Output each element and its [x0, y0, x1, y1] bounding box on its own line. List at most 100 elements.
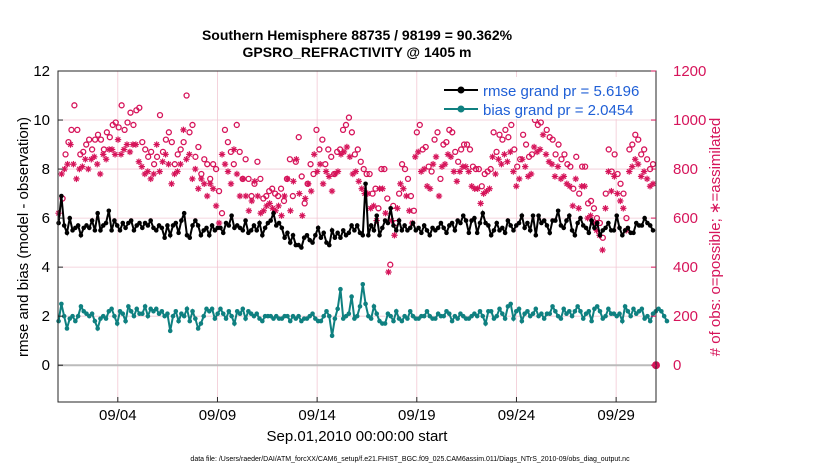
- obs-assimilated-point: [147, 175, 154, 183]
- bias-point: [647, 318, 653, 324]
- obs-possible-point: [236, 148, 243, 156]
- rmse-point: [533, 232, 539, 238]
- bias-point: [357, 304, 363, 309]
- bias-point: [254, 311, 260, 317]
- obs-possible-point: [511, 146, 518, 153]
- rmse-point: [260, 232, 265, 238]
- obs-possible-point: [310, 170, 317, 178]
- obs-assimilated-point: [204, 192, 211, 200]
- rmse-point: [421, 223, 427, 228]
- rmse-point: [502, 230, 508, 236]
- obs-possible-point: [165, 129, 173, 136]
- obs-assimilated-point: [144, 168, 151, 175]
- obs-assimilated-point: [611, 173, 618, 180]
- bias-point: [184, 306, 190, 312]
- bias-point: [664, 318, 670, 324]
- obs-possible-point: [257, 175, 264, 183]
- obs-assimilated-point: [64, 160, 71, 168]
- obs-possible-point: [212, 165, 220, 173]
- rmse-point: [508, 223, 513, 228]
- obs-possible-point: [174, 151, 181, 158]
- obs-assimilated-point: [79, 163, 86, 170]
- x-tick-label: 09/14: [298, 407, 336, 424]
- bias-point: [449, 318, 455, 324]
- bias-point: [500, 311, 505, 317]
- obs-possible-point: [549, 136, 556, 143]
- bias-point: [388, 313, 393, 319]
- rmse-point: [603, 225, 608, 231]
- bias-point: [215, 311, 220, 317]
- obs-possible-point: [567, 163, 574, 170]
- obs-possible-point: [71, 102, 78, 109]
- obs-possible-point: [472, 165, 480, 173]
- obs-possible-point: [552, 151, 559, 158]
- bias-point: [539, 311, 544, 317]
- y-right-tick-label: 200: [673, 308, 698, 325]
- obs-assimilated-point: [305, 180, 312, 187]
- obs-possible-point: [147, 148, 155, 156]
- obs-possible-point: [499, 136, 506, 143]
- bias-point: [363, 301, 368, 307]
- obs-assimilated-point: [266, 200, 273, 207]
- obs-assimilated-point: [236, 192, 244, 200]
- obs-possible-point: [88, 146, 96, 153]
- bias-point: [112, 313, 117, 319]
- obs-assimilated-point: [358, 185, 365, 192]
- obs-assimilated-point: [260, 207, 267, 214]
- rmse-point: [162, 235, 167, 241]
- bias-point: [639, 306, 645, 312]
- rmse-point: [251, 223, 257, 228]
- bias-point: [131, 313, 137, 319]
- bias-point: [318, 318, 324, 324]
- rmse-point: [642, 215, 647, 221]
- obs-possible-point: [357, 158, 364, 165]
- obs-assimilated-point: [322, 168, 330, 175]
- obs-possible-point: [348, 129, 356, 136]
- obs-assimilated-point: [111, 151, 119, 158]
- obs-possible-point: [277, 185, 285, 192]
- bias-point: [229, 313, 234, 319]
- rmse-point: [561, 225, 567, 231]
- obs-assimilated-point: [391, 232, 398, 239]
- obs-possible-point: [360, 165, 367, 173]
- obs-assimilated-point: [566, 183, 573, 190]
- rmse-point: [472, 215, 477, 221]
- obs-possible-point: [457, 146, 465, 153]
- obs-assimilated-point: [486, 185, 493, 192]
- obs-assimilated-point: [412, 153, 419, 161]
- bias-point: [78, 304, 84, 309]
- rmse-point: [544, 223, 550, 228]
- rmse-point: [553, 218, 558, 223]
- obs-assimilated-point: [400, 185, 407, 192]
- obs-possible-point: [614, 170, 621, 178]
- rmse-point: [271, 210, 276, 216]
- bias-point: [114, 321, 120, 326]
- y-right-tick-label: 0: [673, 357, 681, 374]
- obs-possible-point: [561, 151, 568, 158]
- obs-assimilated-point: [420, 165, 428, 173]
- bias-point: [187, 318, 193, 324]
- legend: rmse grand pr = 5.6196 bias grand pr = 2…: [440, 77, 654, 119]
- obs-assimilated-point: [218, 151, 226, 158]
- rmse-point: [569, 228, 575, 233]
- obs-possible-point: [649, 161, 657, 168]
- obs-possible-point: [189, 121, 196, 129]
- obs-possible-point: [201, 156, 208, 163]
- rmse-point: [402, 223, 407, 228]
- obs-assimilated-point: [313, 168, 321, 175]
- obs-possible-point: [180, 138, 187, 146]
- rmse-point: [488, 232, 494, 238]
- obs-possible-point: [638, 151, 645, 158]
- obs-possible-point: [643, 156, 651, 163]
- obs-assimilated-point: [379, 185, 386, 192]
- obs-assimilated-point: [507, 148, 514, 156]
- bias-point: [628, 313, 633, 319]
- obs-assimilated-point: [498, 160, 505, 168]
- bias-point: [455, 316, 460, 321]
- obs-assimilated-point: [608, 187, 615, 195]
- rmse-point: [257, 220, 262, 226]
- obs-assimilated-point: [504, 158, 511, 165]
- bias-point: [103, 316, 109, 321]
- obs-possible-point: [437, 175, 444, 183]
